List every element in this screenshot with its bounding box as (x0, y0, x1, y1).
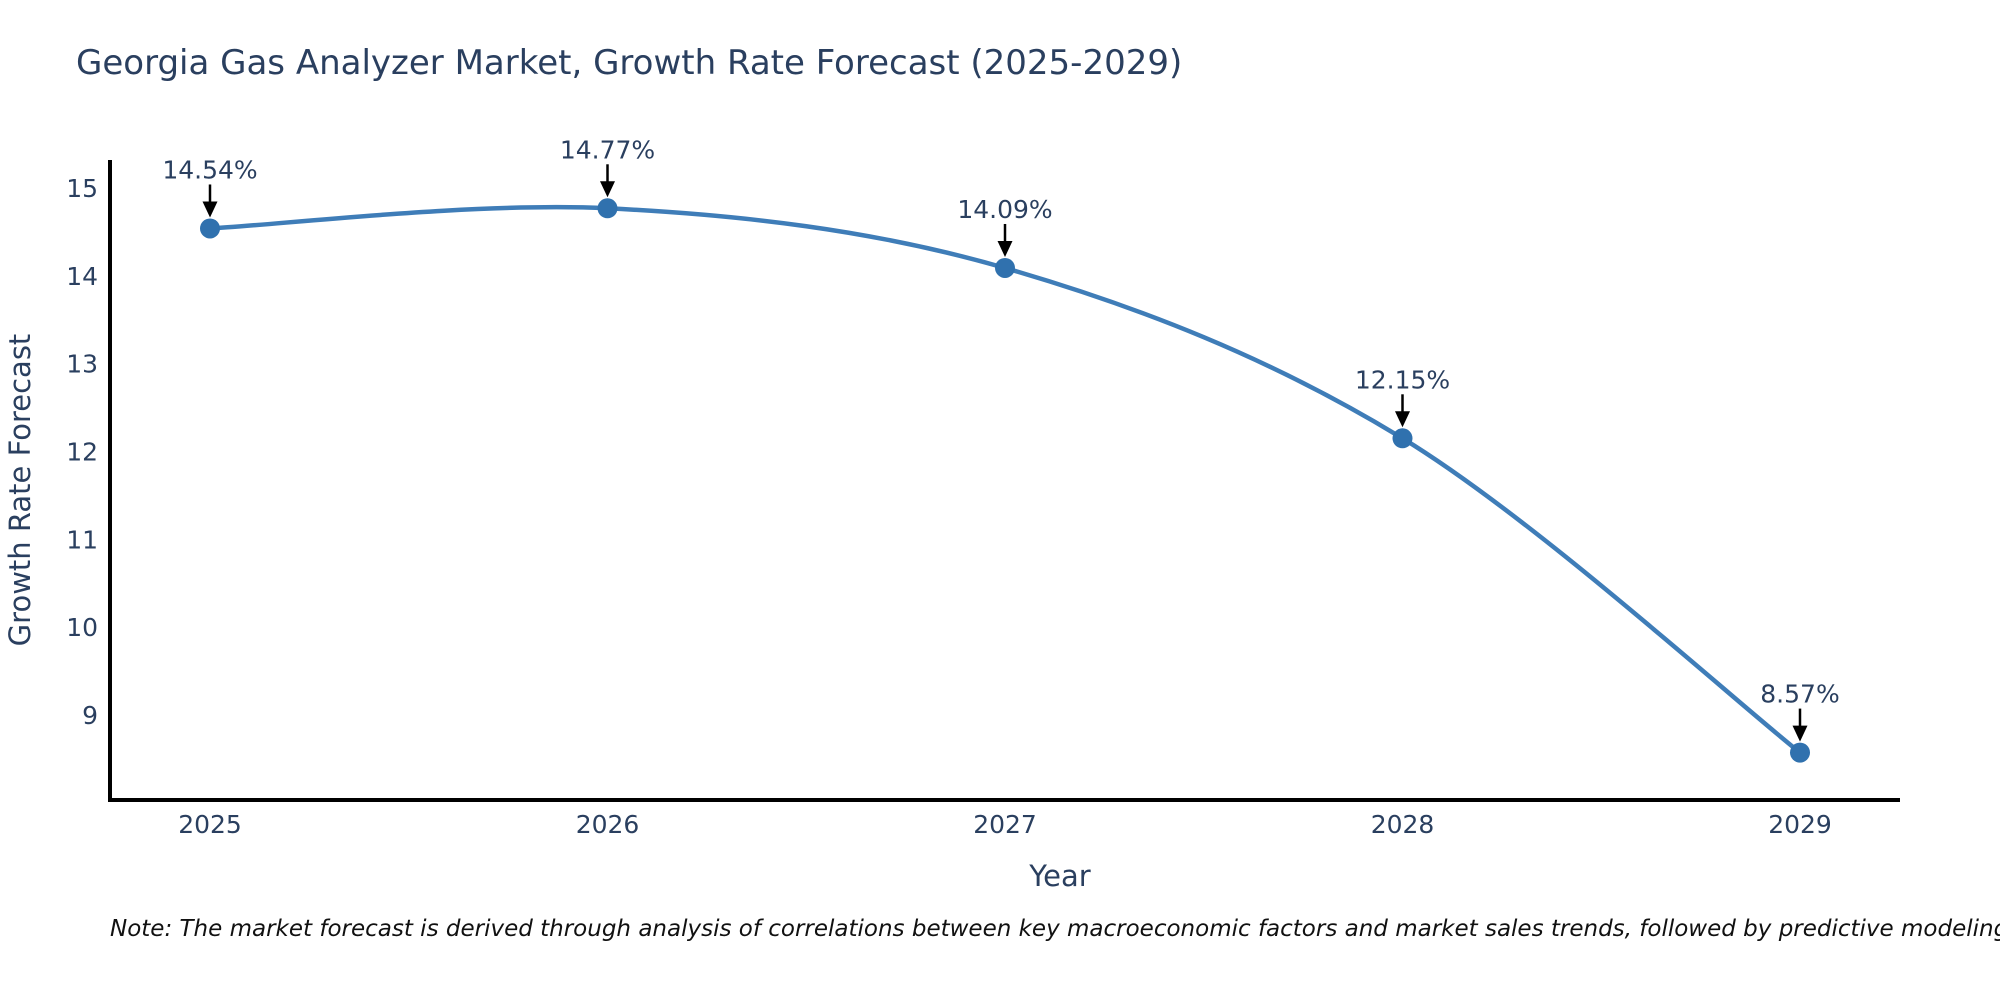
x-axis-title: Year (1028, 859, 1090, 893)
annotation-arrow-head (600, 181, 615, 198)
x-tick-label: 2027 (973, 810, 1037, 839)
y-tick-label: 9 (82, 701, 98, 730)
x-tick-label: 2026 (576, 810, 640, 839)
data-point-label: 14.54% (162, 155, 257, 184)
y-tick-label: 15 (66, 174, 98, 203)
data-point-label: 8.57% (1760, 680, 1839, 709)
annotation-arrow-head (202, 201, 218, 218)
series-line (207, 204, 1803, 755)
chart-footnote: Note: The market forecast is derived thr… (110, 916, 2000, 942)
data-point-label: 14.09% (957, 195, 1052, 224)
axis-lines (108, 160, 1900, 802)
y-tick-label: 13 (66, 350, 98, 379)
y-tick-label: 10 (66, 613, 98, 642)
data-point (995, 257, 1015, 278)
y-tick-label: 12 (66, 437, 98, 466)
y-axis-title: Growth Rate Forecast (3, 334, 37, 647)
y-tick-label: 11 (66, 525, 98, 554)
data-point (1392, 428, 1413, 449)
x-tick-label: 2029 (1768, 810, 1832, 839)
data-point (597, 198, 618, 219)
annotation-arrow-head (1395, 411, 1410, 428)
data-point (200, 218, 220, 239)
annotation-arrow-head (997, 240, 1013, 257)
x-tick-label: 2025 (178, 810, 242, 839)
data-point-label: 12.15% (1355, 365, 1450, 394)
data-point-label: 14.77% (560, 135, 655, 164)
data-point (1790, 742, 1810, 763)
x-tick-label: 2028 (1371, 810, 1435, 839)
annotation-arrow-head (1792, 725, 1808, 742)
chart-title: Georgia Gas Analyzer Market, Growth Rate… (76, 43, 1183, 83)
y-tick-label: 14 (66, 262, 98, 291)
